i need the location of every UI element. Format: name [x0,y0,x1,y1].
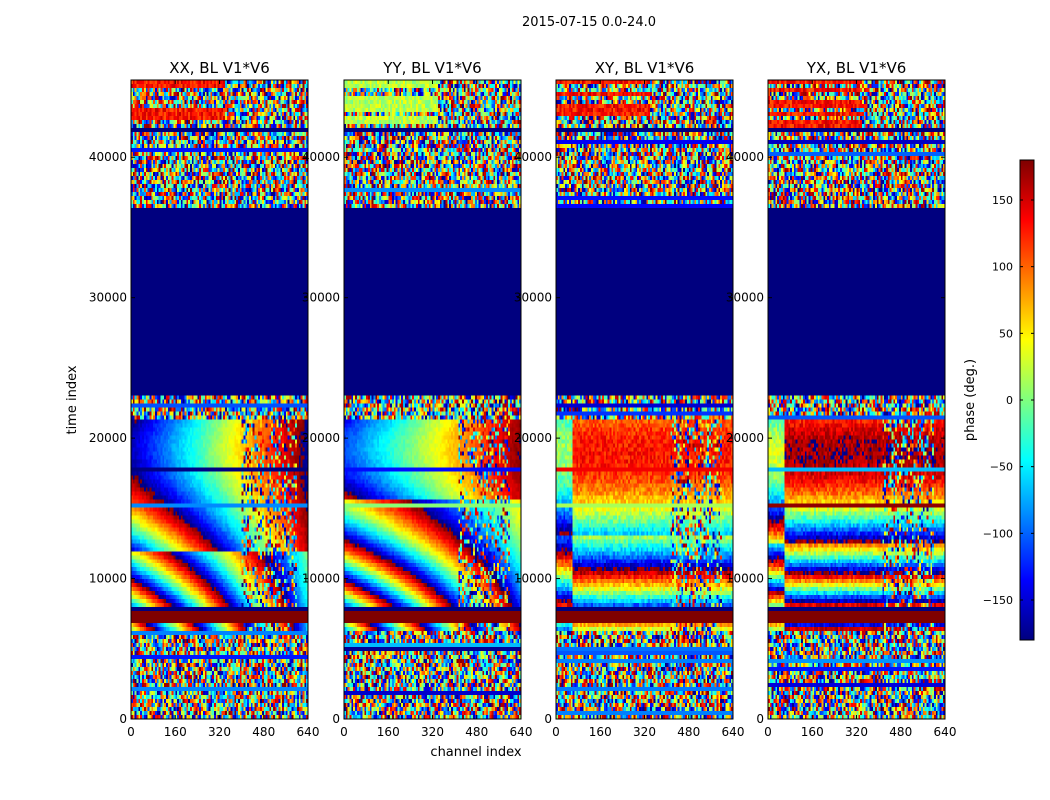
y-tick-label: 10000 [89,572,127,586]
y-axis-label: time index [65,365,80,434]
colorbar-tick-label: 100 [992,261,1013,274]
figure-suptitle: 2015-07-15 0.0-24.0 [522,15,656,30]
heatmap-panel-xy: XY, BL V1*V6 0 160 320 480 640 0 10000 20000 3000… [514,59,745,739]
x-tick-label: 480 [252,725,275,739]
y-tick-label: 0 [119,712,127,726]
colorbar-tick-label: 50 [999,327,1013,340]
heatmap-image [344,80,521,719]
y-tick-label: 40000 [726,150,764,164]
x-tick-label: 640 [934,725,957,739]
colorbar: 150 100 50 0 −50 −100 −150 phase (deg.) [963,159,1035,641]
x-tick-label: 160 [164,725,187,739]
x-tick-label: 0 [552,725,560,739]
heatmap-panel-yy: YY, BL V1*V6 0 160 320 480 640 0 10000 20000 3000… [302,59,533,739]
y-tick-label: 30000 [89,291,127,305]
x-tick-label: 0 [127,725,135,739]
x-tick-label: 640 [297,725,320,739]
heatmap-image [556,80,733,719]
x-tick-label: 320 [421,725,444,739]
x-tick-label: 160 [589,725,612,739]
x-tick-label: 640 [722,725,745,739]
y-tick-label: 20000 [726,431,764,445]
y-tick-label: 20000 [514,431,552,445]
y-tick-label: 40000 [89,150,127,164]
x-tick-label: 0 [764,725,772,739]
y-tick-label: 0 [756,712,764,726]
y-tick-label: 40000 [514,150,552,164]
y-tick-label: 30000 [726,291,764,305]
y-tick-label: 10000 [514,572,552,586]
y-tick-label: 0 [544,712,552,726]
x-tick-label: 0 [340,725,348,739]
y-tick-label: 40000 [302,150,340,164]
x-tick-label: 320 [208,725,231,739]
heatmap-panel-xx: XX, BL V1*V6 0 160 320 480 640 0 10000 20000 3000… [89,59,320,739]
panel-title: YY, BL V1*V6 [382,59,481,77]
colorbar-tick-label: −100 [983,527,1013,540]
colorbar-tick-label: 150 [992,194,1013,207]
y-tick-label: 0 [332,712,340,726]
heatmap-panels: XX, BL V1*V6 0 160 320 480 640 0 10000 20000 3000… [89,59,957,739]
y-tick-label: 20000 [302,431,340,445]
heatmap-image [768,80,945,719]
colorbar-tick-label: −150 [983,594,1013,607]
colorbar-tick-label: 0 [1006,394,1013,407]
y-tick-label: 10000 [302,572,340,586]
colorbar-label: phase (deg.) [963,359,978,441]
x-tick-label: 480 [677,725,700,739]
x-tick-label: 480 [465,725,488,739]
x-tick-label: 640 [510,725,533,739]
panel-title: XX, BL V1*V6 [169,59,270,77]
y-tick-label: 10000 [726,572,764,586]
x-tick-label: 160 [377,725,400,739]
x-tick-label: 160 [801,725,824,739]
x-tick-label: 320 [845,725,868,739]
colorbar-tick-label: −50 [990,461,1013,474]
y-tick-label: 30000 [302,291,340,305]
heatmap-panel-yx: YX, BL V1*V6 0 160 320 480 640 0 10000 20000 3000… [726,59,957,739]
y-tick-label: 20000 [89,431,127,445]
y-tick-label: 30000 [514,291,552,305]
panel-title: YX, BL V1*V6 [806,59,907,77]
colorbar-ticks: 150 100 50 0 −50 −100 −150 [983,194,1034,607]
x-axis-label: channel index [430,745,521,760]
x-tick-label: 320 [633,725,656,739]
x-tick-label: 480 [889,725,912,739]
heatmap-image [131,80,308,719]
panel-title: XY, BL V1*V6 [595,59,695,77]
